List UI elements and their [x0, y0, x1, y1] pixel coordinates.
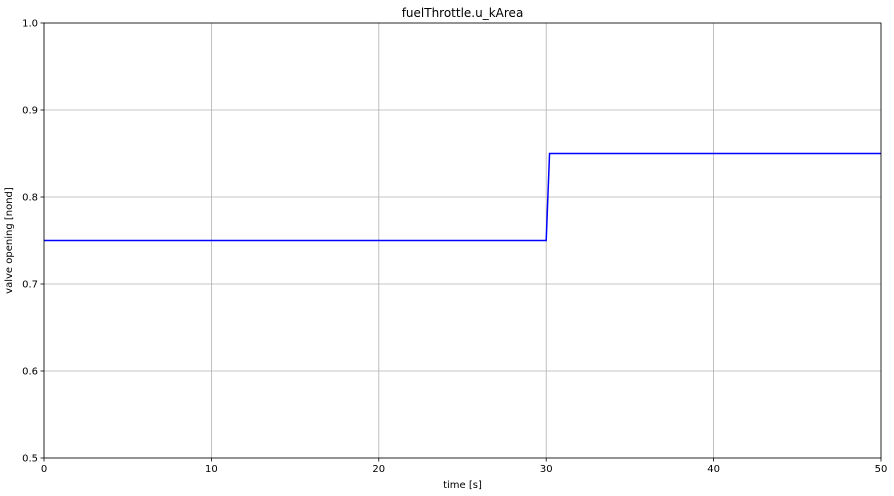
x-tick-label: 50: [875, 464, 888, 475]
chart-title: fuelThrottle.u_kArea: [402, 6, 524, 20]
series-group: [44, 152, 881, 242]
y-axis: 0.5 0.6 0.7 0.8 0.9 1.0: [22, 19, 44, 465]
y-tick-label: 0.8: [22, 193, 38, 204]
y-tick-label: 0.9: [22, 106, 38, 117]
y-axis-label: valve opening [nond]: [4, 187, 15, 294]
plot-frame: [43, 22, 882, 459]
x-tick-label: 20: [372, 464, 385, 475]
x-tick-label: 0: [41, 464, 47, 475]
x-tick-label: 10: [205, 464, 218, 475]
x-axis-label: time [s]: [443, 480, 482, 491]
series-line-0: [44, 152, 881, 242]
x-tick-label: 30: [540, 464, 553, 475]
y-tick-label: 1.0: [22, 19, 38, 30]
x-tick-label: 40: [707, 464, 720, 475]
y-tick-label: 0.7: [22, 280, 38, 291]
y-tick-label: 0.6: [22, 367, 38, 378]
x-axis: 0 10 20 30 40 50: [41, 458, 888, 475]
y-tick-label: 0.5: [22, 454, 38, 465]
